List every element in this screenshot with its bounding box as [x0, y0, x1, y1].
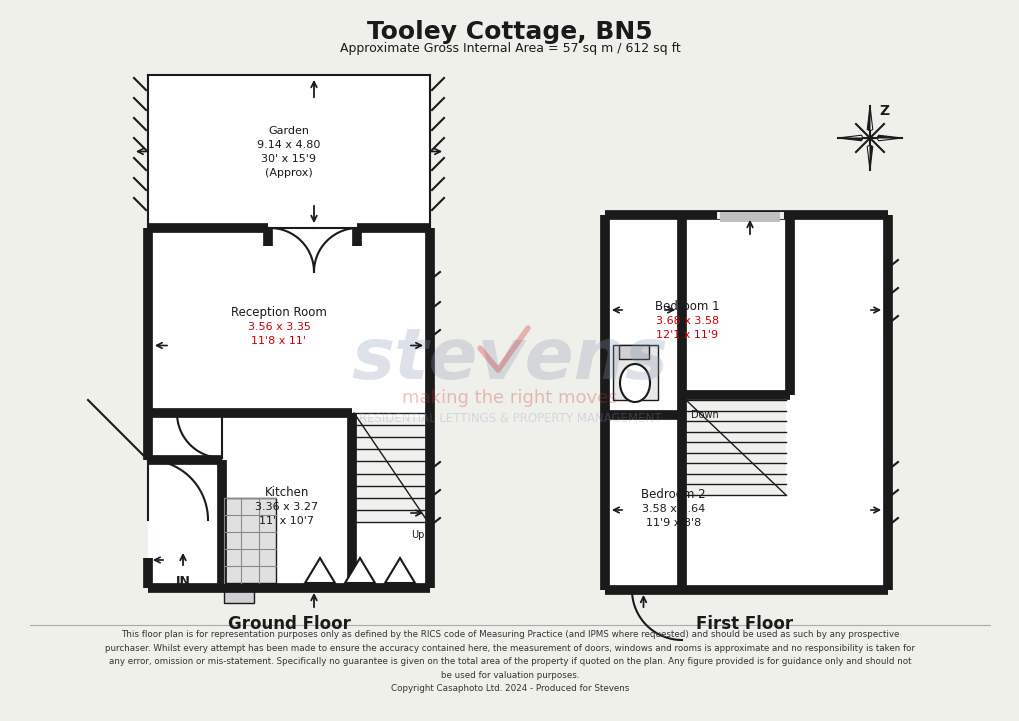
Polygon shape — [305, 558, 334, 583]
Text: making the right moves: making the right moves — [401, 389, 618, 407]
Bar — [719, 212, 780, 222]
Polygon shape — [838, 136, 862, 138]
Text: Approximate Gross Internal Area = 57 sq m / 612 sq ft: Approximate Gross Internal Area = 57 sq … — [339, 42, 680, 55]
Bar — [224, 585, 254, 603]
Ellipse shape — [620, 364, 649, 402]
Bar — [619, 345, 648, 359]
Polygon shape — [866, 106, 869, 131]
Polygon shape — [866, 145, 869, 170]
Text: 11' x 10'7: 11' x 10'7 — [259, 516, 314, 526]
Bar — [148, 228, 430, 588]
Text: Reception Room: Reception Room — [231, 306, 327, 319]
Text: Bedroom 1: Bedroom 1 — [654, 301, 719, 314]
Text: Kitchen: Kitchen — [265, 486, 309, 499]
Bar — [612, 345, 657, 400]
Bar — [148, 75, 430, 228]
Bar — [612, 345, 657, 400]
Polygon shape — [869, 106, 872, 131]
Text: RESIDENTIAL LETTINGS & PROPERTY MANAGEMENT: RESIDENTIAL LETTINGS & PROPERTY MANAGEME… — [359, 412, 660, 425]
Bar — [224, 498, 276, 583]
Text: IN: IN — [175, 575, 191, 588]
Text: This floor plan is for representation purposes only as defined by the RICS code : This floor plan is for representation pu… — [105, 630, 914, 693]
Text: 3.68 x 3.58: 3.68 x 3.58 — [655, 316, 718, 326]
Text: Ground Floor: Ground Floor — [227, 615, 351, 633]
Bar — [686, 400, 786, 495]
Text: 3.36 x 3.27: 3.36 x 3.27 — [255, 502, 318, 511]
Polygon shape — [869, 145, 872, 170]
Text: 3.58 x 2.64: 3.58 x 2.64 — [641, 503, 704, 513]
Bar — [224, 585, 254, 603]
Bar — [224, 498, 276, 583]
Bar — [604, 215, 888, 590]
Text: 11'8 x 11': 11'8 x 11' — [252, 335, 306, 345]
Polygon shape — [876, 138, 901, 141]
Text: stevens: stevens — [352, 325, 667, 394]
Text: 11'9 x 8'8: 11'9 x 8'8 — [645, 518, 700, 528]
Text: Z: Z — [878, 104, 889, 118]
Text: Bedroom 2: Bedroom 2 — [641, 488, 705, 501]
Text: Up: Up — [412, 530, 425, 540]
Text: Down: Down — [690, 410, 718, 420]
Text: Tooley Cottage, BN5: Tooley Cottage, BN5 — [367, 20, 652, 44]
Polygon shape — [838, 138, 862, 141]
Text: First Floor: First Floor — [696, 615, 793, 633]
Text: 12'1 x 11'9: 12'1 x 11'9 — [656, 330, 717, 340]
Text: Garden
9.14 x 4.80
30' x 15'9
(Approx): Garden 9.14 x 4.80 30' x 15'9 (Approx) — [257, 126, 320, 178]
Text: 3.56 x 3.35: 3.56 x 3.35 — [248, 322, 310, 332]
Bar — [619, 345, 648, 359]
Polygon shape — [384, 558, 415, 583]
Bar — [356, 417, 426, 522]
Polygon shape — [344, 558, 375, 583]
Polygon shape — [876, 136, 901, 138]
